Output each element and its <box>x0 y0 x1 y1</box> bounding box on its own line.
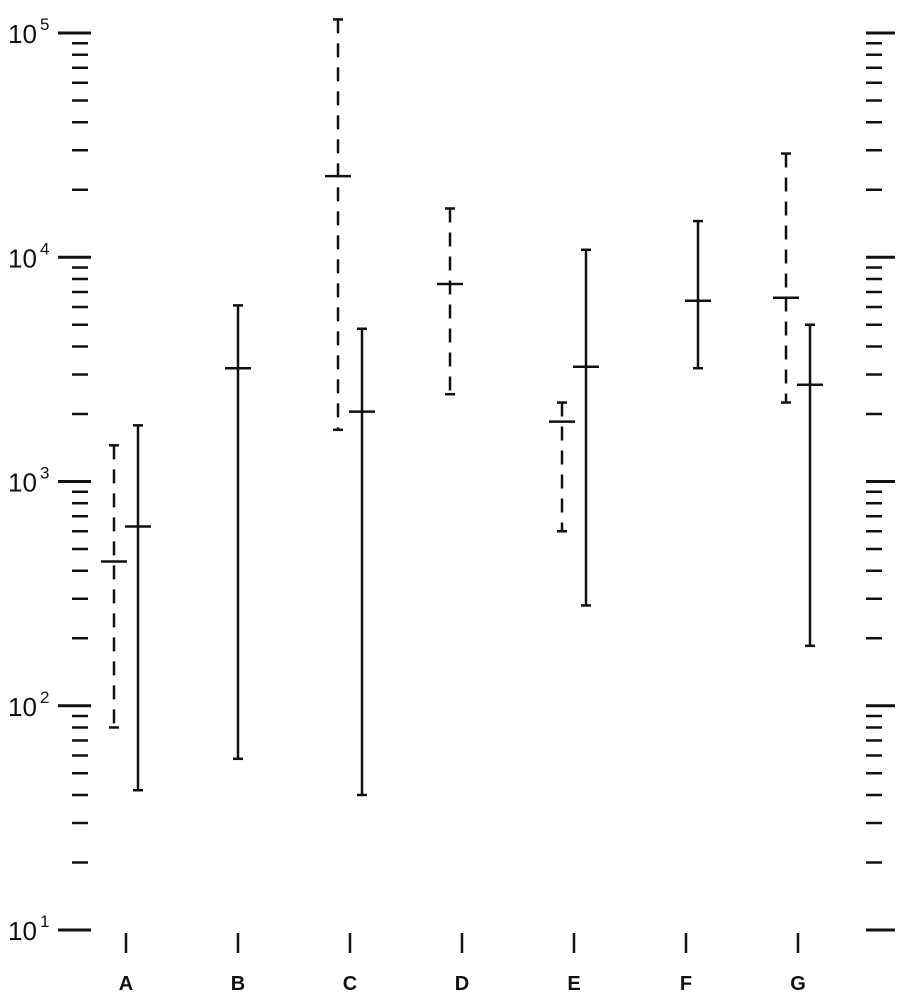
y-tick-exponent: 1 <box>40 912 49 931</box>
category-label-a: A <box>119 973 133 993</box>
y-tick-label: 10 <box>8 692 37 722</box>
category-label-f: F <box>680 973 692 993</box>
category-label-g: G <box>790 973 806 993</box>
y-tick-label: 10 <box>8 916 37 946</box>
category-label-b: B <box>231 973 245 993</box>
range-a-solid <box>125 424 151 792</box>
range-marks <box>101 18 823 797</box>
range-g-solid <box>797 323 823 648</box>
y-tick-exponent: 4 <box>40 239 49 258</box>
range-e-dashed <box>549 401 575 533</box>
range-f-solid <box>685 219 711 370</box>
range-c-solid <box>349 327 375 797</box>
category-axis: A B C D E F G <box>119 933 806 993</box>
range-b-solid <box>225 304 251 761</box>
y-tick-label: 10 <box>8 243 37 273</box>
category-label-d: D <box>455 973 469 993</box>
range-g-dashed <box>773 152 799 404</box>
range-c-dashed <box>325 18 351 432</box>
range-a-dashed <box>101 444 127 729</box>
y-tick-label: 10 <box>8 19 37 49</box>
y-tick-label: 10 <box>8 468 37 498</box>
right-axis <box>866 31 895 932</box>
y-tick-exponent: 2 <box>40 688 49 707</box>
category-label-e: E <box>567 973 580 993</box>
range-d-dashed <box>437 207 463 396</box>
range-e-solid <box>573 248 599 607</box>
y-tick-exponent: 3 <box>40 464 49 483</box>
category-label-c: C <box>343 973 357 993</box>
y-tick-exponent: 5 <box>40 15 49 34</box>
